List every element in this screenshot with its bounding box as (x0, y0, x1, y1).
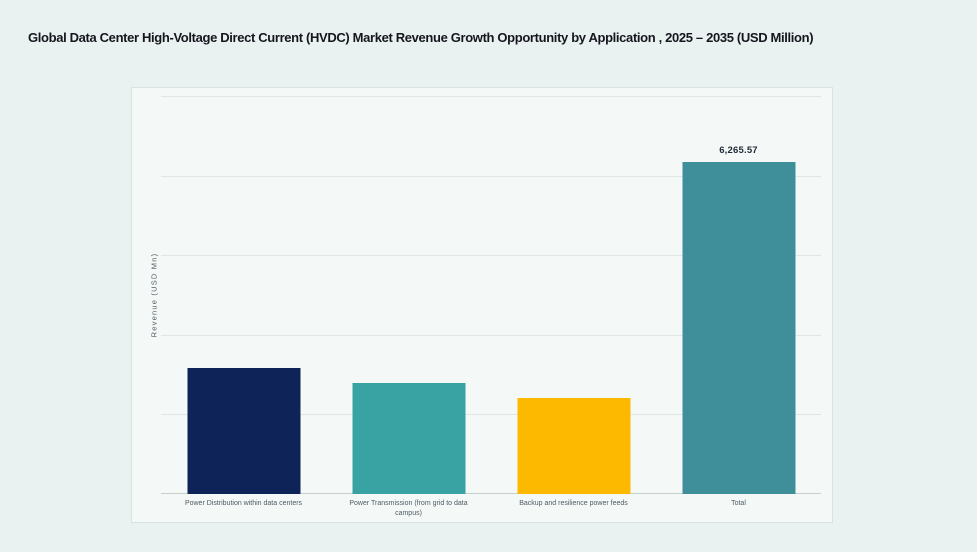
x-axis-line (161, 493, 821, 494)
grid-layer (161, 96, 821, 494)
y-axis-title: Revenue (USD Mn) (149, 252, 159, 338)
chart-title: Global Data Center High-Voltage Direct C… (28, 30, 814, 45)
bar-2[interactable] (352, 383, 465, 494)
gridline (161, 335, 821, 336)
bar-slot: 6,265.57 (656, 96, 821, 494)
gridline (161, 255, 821, 256)
bar-4[interactable] (682, 161, 795, 494)
x-tick-label: Power Transmission (from grid to data ca… (349, 500, 468, 517)
gridline (161, 414, 821, 415)
bar-slot (326, 96, 491, 494)
gridline (161, 96, 821, 97)
x-tick-label: Total (731, 500, 746, 507)
bar-3[interactable] (517, 398, 630, 494)
x-tick-label: Power Distribution within data centers (184, 500, 303, 507)
bar-1[interactable] (187, 368, 300, 494)
x-tick-label: Backup and resilience power feeds (519, 500, 628, 507)
gridline (161, 176, 821, 177)
bar-slot (161, 96, 326, 494)
x-axis-labels: Power Distribution within data centers Po… (161, 499, 821, 518)
plot-area: 6,265.57 Power Distribution within data … (161, 96, 821, 517)
bar-slot (491, 96, 656, 494)
chart-card: Revenue (USD Mn) 6,265.57 Power Distribu… (131, 87, 833, 523)
bar-value-label: 6,265.57 (719, 144, 758, 156)
bars-layer: 6,265.57 (161, 96, 821, 494)
